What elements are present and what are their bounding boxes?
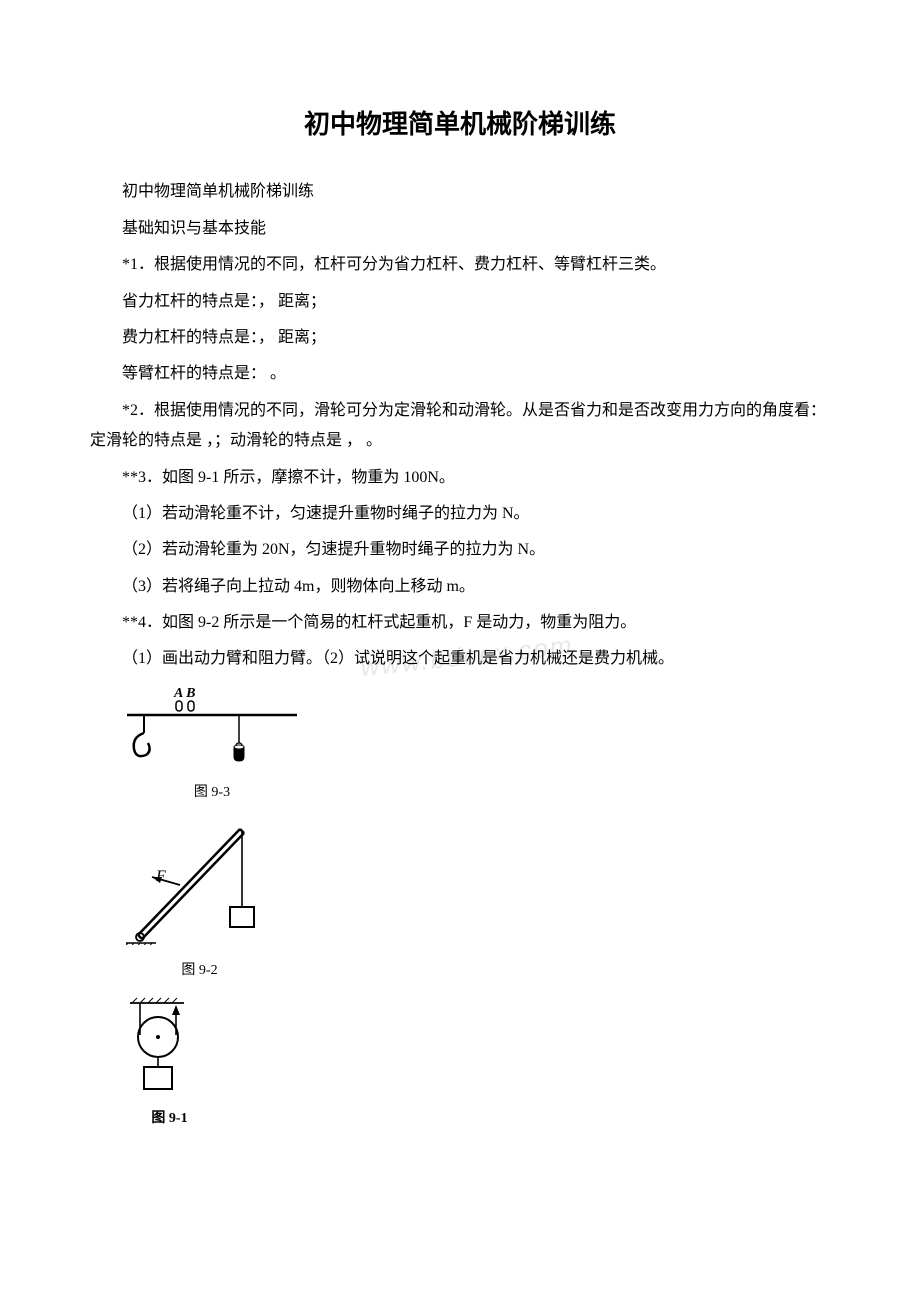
section-heading: 基础知识与基本技能 [90, 214, 830, 244]
figure-9-3: A B 图 9-3 [122, 685, 830, 807]
question-1: *1．根据使用情况的不同，杠杆可分为省力杠杆、费力杠杆、等臂杠杆三类。 [90, 250, 830, 280]
figures-container: A B 图 9-3 [122, 685, 830, 1133]
fig-9-2-caption: 图 9-2 [122, 958, 277, 985]
question-2: *2．根据使用情况的不同，滑轮可分为定滑轮和动滑轮。从是否省力和是否改变用力方向… [90, 396, 830, 457]
question-4: **4．如图 9-2 所示是一个简易的杠杆式起重机，F 是动力，物重为阻力。 [90, 608, 830, 638]
q1-sub-2: 费力杠杆的特点是：， 距离； [90, 323, 830, 353]
document-body: 初中物理简单机械阶梯训练 初中物理简单机械阶梯训练 基础知识与基本技能 *1．根… [90, 100, 830, 1133]
figure-9-2: F 图 9-2 [122, 817, 830, 985]
fig-9-1-svg [122, 995, 217, 1093]
q1-sub-1: 省力杠杆的特点是：， 距离； [90, 287, 830, 317]
question-3: **3．如图 9-1 所示，摩擦不计，物重为 100N。 [90, 463, 830, 493]
fig-9-2-svg: F [122, 817, 277, 945]
q1-sub-3: 等臂杠杆的特点是： 。 [90, 359, 830, 389]
figure-9-1: 图 9-1 [122, 995, 830, 1133]
fig-9-3-caption: 图 9-3 [122, 780, 302, 807]
fig93-label-ab: A B [173, 686, 195, 701]
fig-9-1-caption: 图 9-1 [122, 1106, 217, 1133]
page-title: 初中物理简单机械阶梯训练 [90, 100, 830, 149]
q3-sub-3: （3）若将绳子向上拉动 4m，则物体向上移动 m。 [90, 572, 830, 602]
fig-9-3-svg: A B [122, 685, 302, 767]
fig92-label-f: F [155, 868, 166, 885]
subtitle-line: 初中物理简单机械阶梯训练 [90, 177, 830, 207]
q4-sub: （1）画出动力臂和阻力臂。（2）试说明这个起重机是省力机械还是费力机械。 [90, 644, 830, 674]
q3-sub-1: （1）若动滑轮重不计，匀速提升重物时绳子的拉力为 N。 [90, 499, 830, 529]
q3-sub-2: （2）若动滑轮重为 20N，匀速提升重物时绳子的拉力为 N。 [90, 535, 830, 565]
